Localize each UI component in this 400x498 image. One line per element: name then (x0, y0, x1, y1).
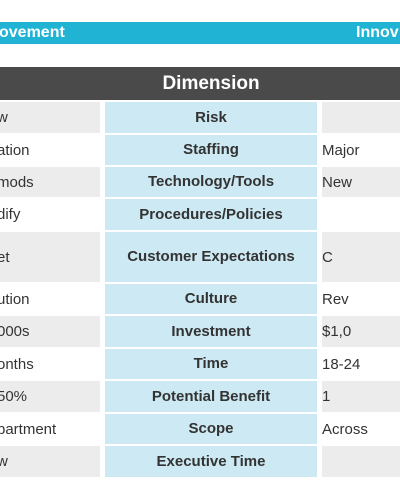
dimension-cell: Procedures/Policies (105, 199, 317, 230)
table-row: mods Technology/Tools New (0, 167, 400, 199)
left-cell: w (0, 446, 100, 477)
table-row: partment Scope Across (0, 414, 400, 446)
left-cell: ation (0, 141, 30, 159)
dimension-cell: Potential Benefit (105, 381, 317, 412)
right-cell (322, 102, 400, 133)
left-cell: ution (0, 290, 30, 308)
dimension-cell: Time (105, 349, 317, 379)
dimension-cell: Scope (105, 414, 317, 444)
dimension-cell: Investment (105, 316, 317, 347)
right-cell: C (322, 232, 400, 282)
left-cell: partment (0, 420, 57, 438)
right-cell: New (322, 167, 400, 197)
left-cell: 50% (0, 381, 100, 412)
dimension-cell: Culture (105, 284, 317, 314)
left-cell: onths (0, 355, 34, 373)
right-cell: 1 (322, 381, 400, 412)
right-cell (322, 199, 400, 230)
right-cell: 18-24 (322, 355, 361, 373)
left-cell: mods (0, 167, 100, 197)
banner-right-label: Innov (356, 24, 399, 41)
table-row: ution Culture Rev (0, 284, 400, 316)
right-cell: Major (322, 141, 360, 159)
table-row: w Executive Time (0, 446, 400, 479)
table-row: onths Time 18-24 (0, 349, 400, 381)
dimension-header: Dimension (162, 73, 260, 94)
dimension-cell: Risk (105, 102, 317, 133)
table-body: w Risk ation Staffing Major mods Technol… (0, 102, 400, 479)
right-cell: Across (322, 420, 368, 438)
right-cell (322, 446, 400, 477)
table-row: et Customer Expectations C (0, 232, 400, 284)
table-header: Dimension (0, 67, 400, 100)
table-row: 50% Potential Benefit 1 (0, 381, 400, 414)
dimension-cell: Staffing (105, 135, 317, 165)
left-cell: 000s (0, 316, 100, 347)
left-cell: et (0, 232, 100, 282)
banner-left-label: ovement (0, 24, 65, 41)
right-cell: $1,0 (322, 316, 400, 347)
table-row: 000s Investment $1,0 (0, 316, 400, 349)
left-cell: w (0, 102, 100, 133)
dimension-cell: Executive Time (105, 446, 317, 477)
column-group-banner: ovement Innov (0, 22, 400, 44)
right-cell: Rev (322, 290, 349, 308)
dimension-cell: Customer Expectations (105, 232, 317, 282)
table-row: dify Procedures/Policies (0, 199, 400, 232)
left-cell: dify (0, 206, 21, 223)
table-row: ation Staffing Major (0, 135, 400, 167)
table-row: w Risk (0, 102, 400, 135)
dimension-cell: Technology/Tools (105, 167, 317, 197)
